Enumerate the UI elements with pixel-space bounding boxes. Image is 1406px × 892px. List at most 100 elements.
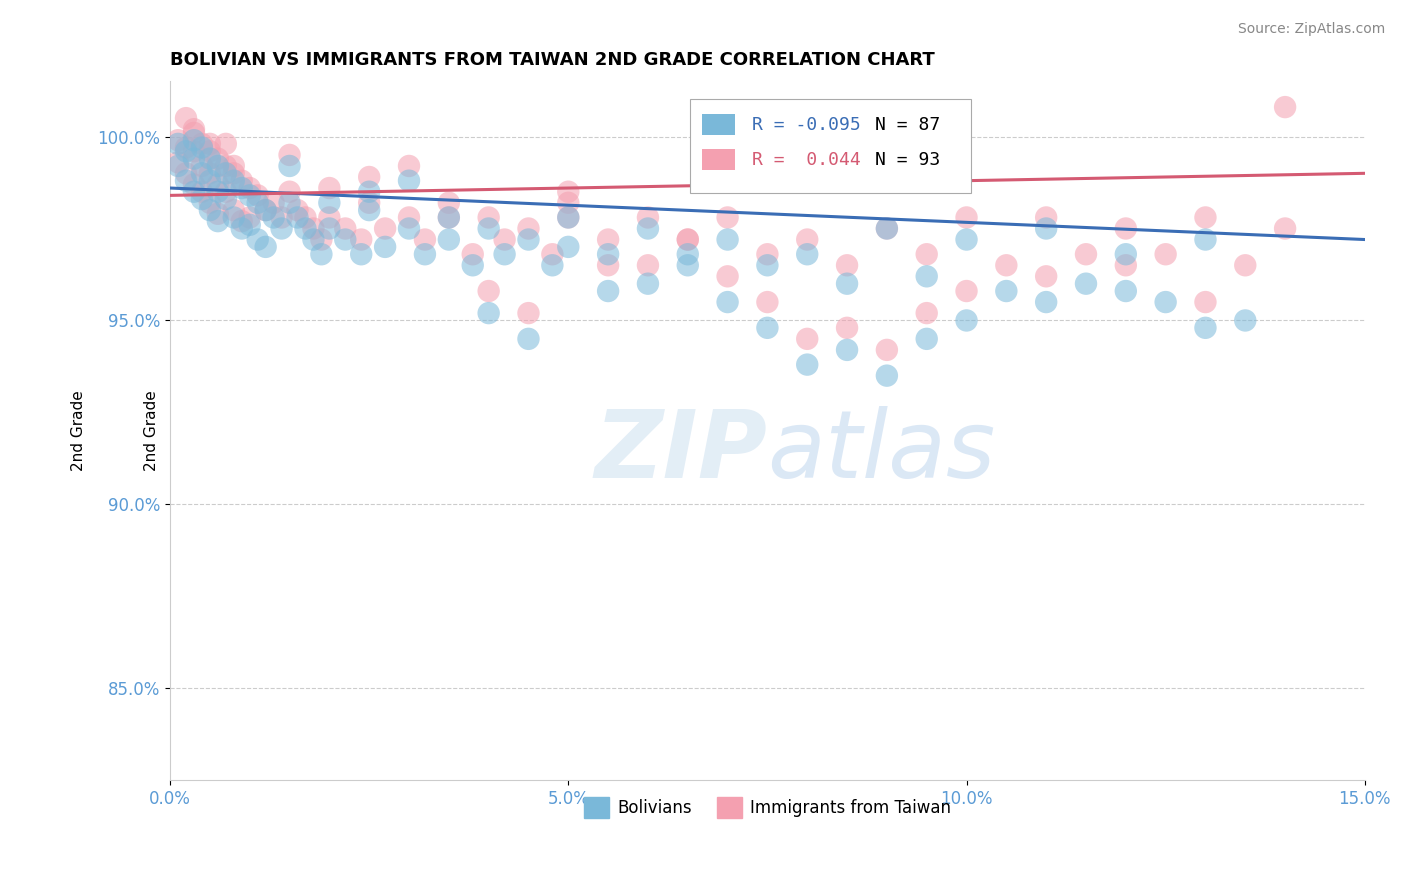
- Point: [167, 155, 190, 169]
- Point: [517, 332, 540, 346]
- Point: [174, 145, 197, 159]
- Point: [876, 221, 898, 235]
- Point: [1194, 295, 1216, 310]
- Point: [995, 284, 1018, 298]
- Point: [955, 233, 977, 247]
- Point: [359, 195, 381, 210]
- Point: [270, 221, 292, 235]
- Point: [494, 233, 516, 247]
- FancyBboxPatch shape: [702, 149, 735, 170]
- Text: atlas: atlas: [768, 406, 995, 498]
- Point: [207, 159, 229, 173]
- Point: [198, 195, 221, 210]
- Point: [246, 195, 269, 210]
- Point: [254, 203, 277, 218]
- Point: [413, 247, 436, 261]
- Point: [1154, 247, 1177, 261]
- Point: [207, 178, 229, 192]
- Point: [222, 203, 245, 218]
- Point: [183, 152, 205, 166]
- Point: [294, 211, 316, 225]
- Point: [222, 166, 245, 180]
- Point: [478, 284, 501, 298]
- Point: [246, 188, 269, 202]
- Point: [215, 159, 238, 173]
- Point: [222, 211, 245, 225]
- Point: [191, 159, 214, 173]
- Point: [215, 166, 238, 180]
- Point: [915, 306, 938, 320]
- Point: [756, 247, 779, 261]
- Point: [335, 233, 357, 247]
- Point: [183, 122, 205, 136]
- Point: [796, 332, 818, 346]
- Point: [302, 221, 325, 235]
- Point: [796, 358, 818, 372]
- Point: [359, 203, 381, 218]
- Point: [1274, 100, 1296, 114]
- Point: [541, 258, 564, 272]
- Point: [1154, 295, 1177, 310]
- Point: [207, 207, 229, 221]
- Point: [955, 284, 977, 298]
- Point: [198, 152, 221, 166]
- Point: [174, 111, 197, 125]
- Point: [915, 247, 938, 261]
- Point: [915, 332, 938, 346]
- Point: [637, 277, 659, 291]
- Point: [541, 247, 564, 261]
- Point: [1274, 221, 1296, 235]
- Y-axis label: 2nd Grade: 2nd Grade: [72, 391, 86, 471]
- Point: [215, 185, 238, 199]
- Point: [239, 218, 262, 232]
- Point: [167, 159, 190, 173]
- Point: [995, 258, 1018, 272]
- Point: [318, 211, 340, 225]
- Point: [1074, 277, 1097, 291]
- Point: [231, 174, 253, 188]
- Point: [1194, 233, 1216, 247]
- Point: [278, 185, 301, 199]
- Point: [398, 174, 420, 188]
- Text: R =  0.044: R = 0.044: [752, 151, 860, 169]
- Point: [835, 321, 858, 335]
- Point: [335, 221, 357, 235]
- Point: [318, 221, 340, 235]
- Point: [287, 203, 309, 218]
- Point: [1035, 221, 1057, 235]
- Point: [263, 195, 285, 210]
- Text: N = 93: N = 93: [875, 151, 941, 169]
- Point: [835, 277, 858, 291]
- Point: [183, 145, 205, 159]
- Point: [198, 166, 221, 180]
- Point: [398, 211, 420, 225]
- Point: [294, 221, 316, 235]
- Point: [756, 258, 779, 272]
- Point: [437, 211, 460, 225]
- Point: [183, 178, 205, 192]
- Point: [350, 247, 373, 261]
- Point: [796, 233, 818, 247]
- Y-axis label: 2nd Grade: 2nd Grade: [143, 391, 159, 471]
- Point: [207, 152, 229, 166]
- Point: [637, 221, 659, 235]
- Point: [598, 258, 620, 272]
- Point: [517, 221, 540, 235]
- Point: [461, 258, 484, 272]
- Point: [278, 159, 301, 173]
- Point: [437, 195, 460, 210]
- Point: [598, 284, 620, 298]
- Point: [222, 159, 245, 173]
- Point: [1035, 211, 1057, 225]
- Text: R = -0.095: R = -0.095: [752, 116, 860, 134]
- Point: [359, 169, 381, 184]
- Point: [263, 211, 285, 225]
- Point: [167, 136, 190, 151]
- Point: [231, 221, 253, 235]
- Point: [374, 240, 396, 254]
- Point: [318, 195, 340, 210]
- Point: [191, 166, 214, 180]
- Point: [1194, 211, 1216, 225]
- Text: ZIP: ZIP: [595, 406, 768, 498]
- Point: [191, 136, 214, 151]
